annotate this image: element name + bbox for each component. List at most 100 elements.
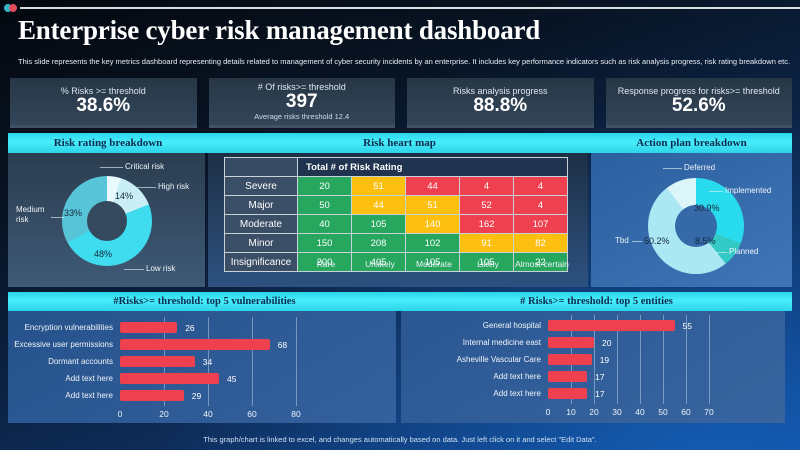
- callout-low-risk: Low risk: [146, 264, 176, 273]
- heat-map-cell: 4: [459, 176, 514, 196]
- callout-medium-risk: Medium risk: [16, 205, 45, 224]
- action-plan-panel: Deferred Implemented 30.9% 8.5% Planned …: [591, 153, 792, 287]
- gridline: [686, 315, 687, 404]
- pct-low-risk: 48%: [94, 249, 113, 259]
- x-axis-tick-label: 0: [545, 407, 551, 417]
- bar-value-label: 68: [277, 339, 288, 350]
- bottom-header-band: #Risks>= threshold: top 5 vulnerabilitie…: [8, 292, 792, 311]
- heat-map-row-label: Moderate: [224, 214, 298, 234]
- kpi-label: Risks analysis progress: [452, 86, 548, 97]
- bar-category-label: Add text here: [493, 389, 541, 398]
- bar-category-label: Dormant accounts: [48, 357, 113, 366]
- pct-implemented: 30.9%: [694, 203, 720, 213]
- bar: [548, 388, 588, 399]
- risk-rating-panel: Critical risk High risk Medium risk Low …: [8, 153, 205, 287]
- heat-map-cell: 40: [297, 214, 352, 234]
- pct-high-risk: 14%: [115, 191, 134, 201]
- heat-map-cell: 162: [459, 214, 514, 234]
- bar-value-label: 17: [595, 388, 605, 399]
- page-subtitle: This slide represents the key metrics da…: [18, 57, 791, 66]
- callout-line: [709, 191, 723, 192]
- heat-map-column-label: Moderate: [416, 259, 452, 269]
- callout-planned: Planned: [729, 247, 759, 256]
- callout-line: [51, 217, 64, 218]
- bar-category-label: Asheville Vascular Care: [456, 355, 541, 364]
- teal-dot-icon: [4, 3, 12, 12]
- heat-map-cell: 4: [513, 195, 568, 215]
- bar: [548, 320, 675, 331]
- kpi-card-analysis-progress: Risks analysis progress 88.8%: [407, 78, 594, 128]
- middle-row: Critical risk High risk Medium risk Low …: [8, 153, 792, 287]
- heat-map-axis-spacer: [224, 259, 299, 269]
- bar-value-label: 17: [595, 371, 605, 382]
- bar: [548, 337, 594, 348]
- heat-map-cell: 50: [297, 195, 352, 215]
- heat-map-column-labels: Rare Unlikely Moderate Likely Almost certain: [224, 259, 569, 269]
- bar-category-label: Add text here: [65, 374, 113, 383]
- callout-tbd: Tbd: [615, 236, 629, 245]
- heat-map-row: Minor 150 208 102 91 82: [224, 233, 568, 253]
- bar-value-label: 19: [599, 354, 610, 365]
- heat-map-row-label: Insignificance: [224, 252, 298, 272]
- pct-medium-risk: 33%: [64, 208, 83, 218]
- kpi-note: Average risks threshold 12.4: [254, 112, 350, 122]
- callout-line: [632, 241, 642, 242]
- bar-row: Add text here 45: [8, 370, 396, 387]
- heat-map-cell: 105: [459, 252, 514, 272]
- risk-heat-map-panel: Total # of Risk Rating Severe 20 51 44 4 4 Majo…: [208, 153, 588, 287]
- pct-tbd: 50.2%: [644, 236, 670, 246]
- heat-map-column-label: Unlikely: [365, 259, 395, 269]
- heat-map-cell: 105: [405, 252, 460, 272]
- x-axis-tick-label: 40: [635, 407, 645, 417]
- donut-hole: [675, 205, 717, 247]
- bar-row: General hospital 55: [401, 317, 785, 334]
- kpi-value: 52.6%: [671, 95, 726, 117]
- bar: [548, 354, 592, 365]
- x-axis-tick-label: 40: [203, 409, 213, 419]
- heat-map-cell: 107: [513, 214, 568, 234]
- heat-map-row-label: Major: [224, 195, 298, 215]
- red-dot-icon: [9, 3, 17, 12]
- heat-map-column-label: Likely: [477, 259, 499, 269]
- bar-category-label: Excessive user permissions: [14, 340, 113, 349]
- callout-line: [100, 167, 123, 168]
- heat-map-cell: 82: [513, 233, 568, 253]
- gridline: [640, 315, 641, 404]
- bar-category-label: Add text here: [493, 372, 541, 381]
- heat-map-header-row: Total # of Risk Rating: [224, 157, 568, 177]
- bar-category-label: Add text here: [65, 391, 113, 400]
- kpi-card-response-progress: Response progress for risks>= threshold …: [605, 78, 792, 128]
- kpi-label: % Risks >= threshold: [60, 86, 146, 97]
- bar: [120, 339, 270, 350]
- gridline: [296, 317, 297, 406]
- gridline: [709, 315, 710, 404]
- heat-map-cell: 91: [459, 233, 514, 253]
- callout-line: [663, 168, 682, 169]
- heat-map-cell: 44: [405, 176, 460, 196]
- x-axis-tick-label: 80: [291, 409, 301, 419]
- heat-map-row: Major 50 44 51 52 4: [224, 195, 568, 215]
- bar-category-label: Internal medicine east: [462, 338, 541, 347]
- donut-hole: [87, 201, 127, 241]
- bar-value-label: 34: [202, 356, 213, 367]
- section-title-top-entities: # Risks>= threshold: top 5 entities: [520, 296, 673, 307]
- section-title-top-vulnerabilities: #Risks>= threshold: top 5 vulnerabilitie…: [113, 296, 296, 307]
- gridline: [252, 317, 253, 406]
- bar-row: Add text here 29: [8, 387, 396, 404]
- heat-map-cell: 4: [513, 176, 568, 196]
- heat-map-cell: 51: [351, 176, 406, 196]
- kpi-label: Response progress for risks>= threshold: [617, 86, 780, 97]
- bar-value-label: 26: [185, 322, 195, 333]
- x-axis-tick-label: 60: [681, 407, 691, 417]
- heat-map-row: Insignificance 200 405 105 105 22: [224, 252, 568, 272]
- bar-row: Asheville Vascular Care 19: [401, 351, 785, 368]
- x-axis-tick-label: 50: [658, 407, 668, 417]
- callout-line: [714, 252, 727, 253]
- heat-map-corner-cell: [224, 157, 298, 177]
- heat-map-cell: 105: [351, 214, 406, 234]
- callout-critical-risk: Critical risk: [125, 162, 165, 171]
- bar: [120, 356, 195, 367]
- heat-map-row-label: Minor: [224, 233, 298, 253]
- gridline: [594, 315, 595, 404]
- top-decor: [4, 3, 800, 12]
